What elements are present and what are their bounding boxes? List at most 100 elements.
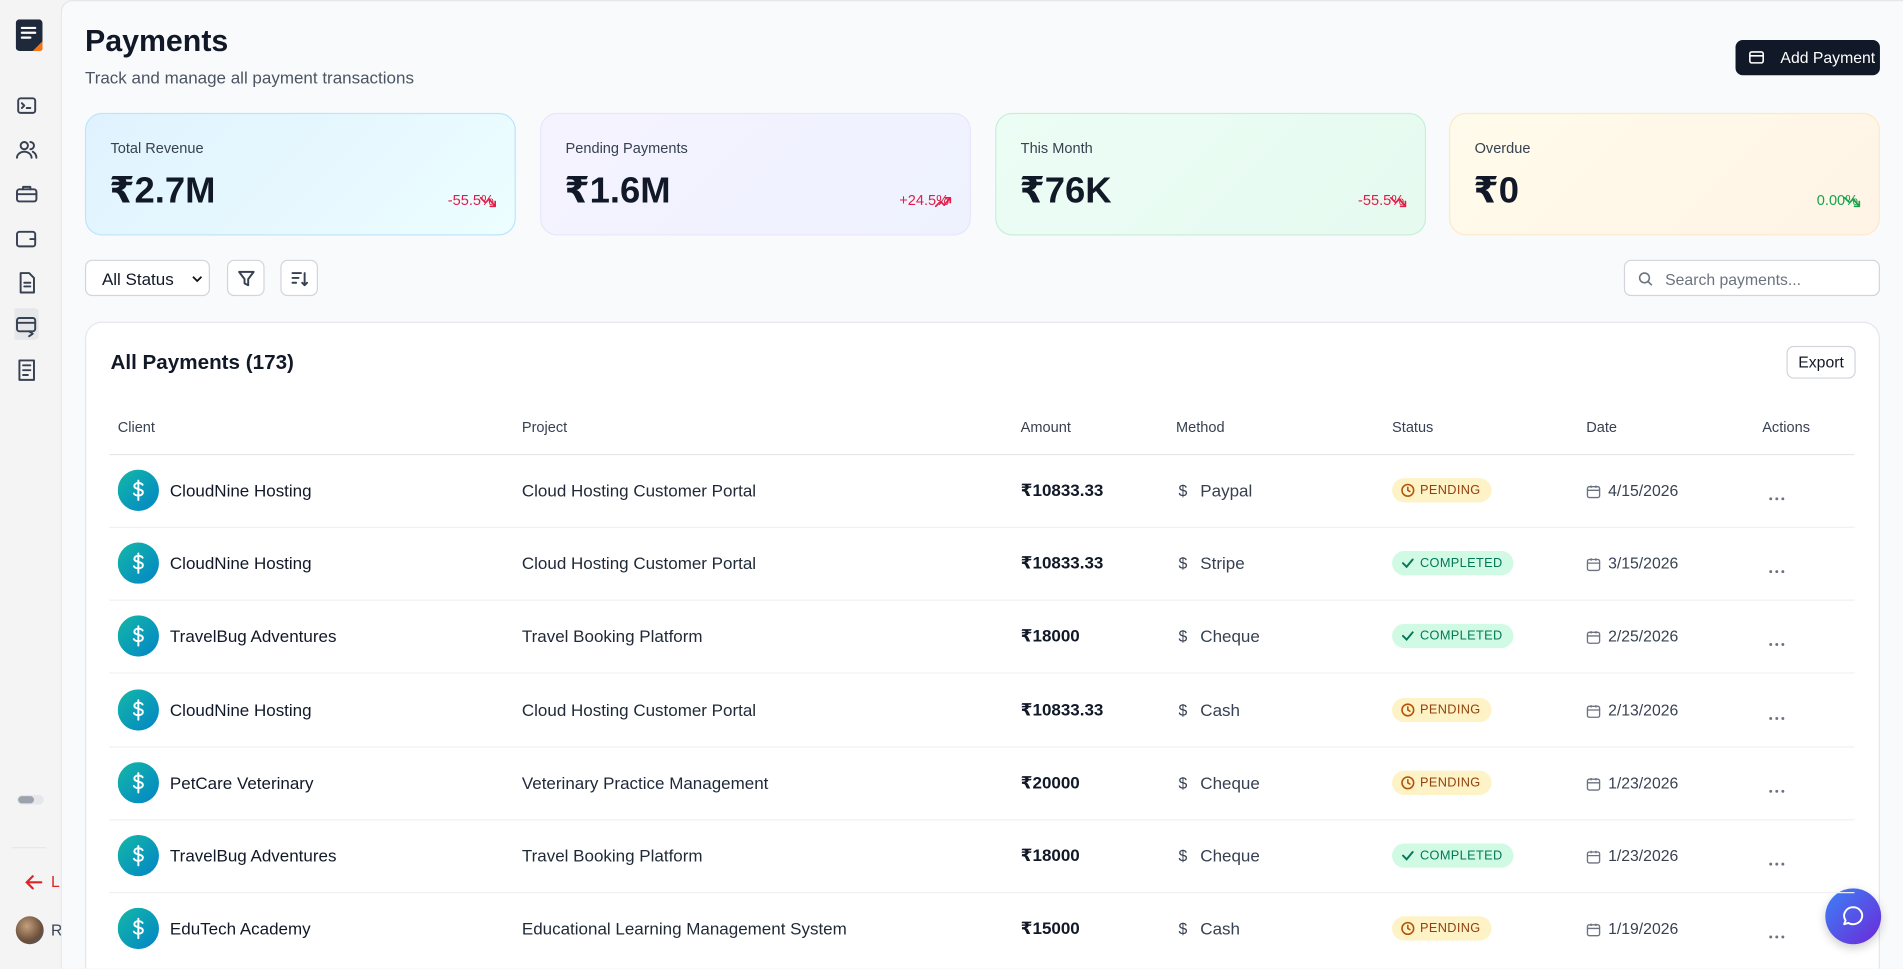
client-avatar-svg: [117, 542, 159, 584]
row-actions[interactable]: [1768, 487, 1785, 501]
search-icon: [1638, 272, 1653, 286]
column-header: Date: [1586, 418, 1618, 436]
method: Cheque: [1200, 845, 1260, 866]
row-actions[interactable]: [1768, 633, 1785, 647]
logout-icon[interactable]: [24, 874, 43, 891]
calendar-icon: [1586, 775, 1601, 791]
stat-change: -55.5%: [447, 191, 494, 209]
user-label[interactable]: R: [50, 921, 63, 940]
filter-icon: [238, 270, 255, 287]
project-name: Educational Learning Management System: [521, 918, 847, 939]
stat-card: [84, 112, 516, 236]
filter-button[interactable]: [226, 259, 265, 297]
client-name: PetCare Veterinary: [169, 772, 314, 793]
date: 1/19/2026: [1608, 919, 1679, 938]
amount: ₹10833.33: [1020, 479, 1104, 500]
stat-change: 0.00%: [1816, 191, 1859, 209]
row-actions[interactable]: [1768, 852, 1785, 866]
row-actions[interactable]: [1768, 925, 1785, 939]
client-name: CloudNine Hosting: [169, 553, 312, 574]
calendar-icon: [1586, 556, 1601, 572]
header-divider: [109, 453, 1855, 456]
status-icon: [1402, 851, 1414, 861]
trend-icon: [479, 193, 497, 208]
date: 2/13/2026: [1608, 700, 1679, 719]
stat-card: [1449, 112, 1880, 236]
calendar-icon-svg: [1586, 558, 1601, 572]
project-name: Cloud Hosting Customer Portal: [521, 480, 757, 501]
trend-icon: [934, 193, 952, 208]
sort-icon: [291, 272, 309, 287]
calendar-icon-svg: [1586, 777, 1601, 791]
client-avatar: [117, 688, 159, 731]
nav-icons[interactable]: [14, 95, 39, 386]
logout-label[interactable]: L: [50, 872, 60, 891]
search-input[interactable]: Search payments...: [1623, 259, 1880, 297]
add-payment-label[interactable]: Add Payment: [1780, 48, 1876, 67]
client-avatar-svg: [117, 615, 159, 658]
client-name: CloudNine Hosting: [169, 699, 312, 720]
date: 4/15/2026: [1608, 481, 1679, 500]
client-avatar: [117, 908, 159, 950]
trend-icon: [1843, 193, 1861, 208]
sort-button[interactable]: [280, 259, 318, 297]
chat-icon: [1843, 906, 1864, 926]
client-avatar-svg: [117, 908, 159, 950]
row-actions-svg: [1769, 862, 1785, 866]
column-header: Method: [1176, 418, 1225, 436]
status-badge: PENDING: [1392, 916, 1492, 941]
stat-label: Pending Payments: [565, 139, 688, 157]
client-name: TravelBug Adventures: [169, 626, 337, 647]
stat-value: ₹2.7M: [109, 171, 216, 212]
date: 2/25/2026: [1608, 627, 1679, 646]
export-button[interactable]: Export: [1786, 345, 1856, 379]
client-avatar-svg: [117, 688, 159, 731]
client-name: EduTech Academy: [169, 918, 311, 939]
amount: ₹18000: [1020, 845, 1080, 865]
theme-toggle[interactable]: [16, 794, 44, 805]
table-title: All Payments (173): [110, 350, 294, 374]
calendar-icon: [1586, 848, 1601, 864]
chat-button[interactable]: [1825, 888, 1882, 945]
calendar-icon: [1586, 921, 1601, 937]
calendar-icon-svg: [1586, 485, 1601, 499]
add-payment-button[interactable]: Add Payment: [1735, 40, 1880, 76]
amount: ₹10833.33: [1020, 699, 1104, 719]
method: Stripe: [1200, 553, 1245, 574]
status-badge: PENDING: [1392, 697, 1492, 722]
client-name: CloudNine Hosting: [169, 480, 312, 501]
logo: [15, 19, 43, 51]
method: Cheque: [1200, 772, 1260, 793]
method-icon: $: [1178, 700, 1188, 719]
project-name: Travel Booking Platform: [521, 845, 703, 866]
stat-label: This Month: [1020, 139, 1093, 157]
trend-icon-svg: [1389, 196, 1407, 208]
column-header: Amount: [1020, 418, 1071, 436]
search-placeholder[interactable]: Search payments...: [1665, 270, 1802, 289]
project-name: Travel Booking Platform: [521, 626, 703, 647]
stat-value: ₹1.6M: [564, 171, 671, 212]
calendar-icon-svg: [1586, 704, 1601, 718]
trend-icon: [1389, 193, 1407, 208]
row-actions[interactable]: [1768, 779, 1785, 793]
trend-icon-svg: [934, 196, 952, 208]
project-name: Veterinary Practice Management: [521, 772, 769, 793]
chevron: [192, 276, 203, 283]
status-icon: [1401, 775, 1415, 790]
page-title: Payments: [84, 24, 229, 59]
row-actions-svg: [1769, 716, 1785, 720]
status-select-label[interactable]: All Status: [101, 269, 174, 289]
method-icon: $: [1178, 627, 1188, 646]
page-subtitle: Track and manage all payment transaction…: [84, 67, 414, 88]
status-select[interactable]: All Status: [84, 259, 210, 297]
date: 3/15/2026: [1608, 554, 1679, 573]
date: 1/23/2026: [1608, 846, 1679, 865]
card-icon: [1749, 51, 1764, 64]
method: Cheque: [1200, 626, 1260, 647]
row-actions[interactable]: [1768, 560, 1785, 574]
stat-label: Overdue: [1474, 139, 1531, 157]
user-avatar[interactable]: [15, 916, 44, 945]
row-actions[interactable]: [1768, 706, 1785, 720]
amount: ₹20000: [1020, 772, 1080, 792]
